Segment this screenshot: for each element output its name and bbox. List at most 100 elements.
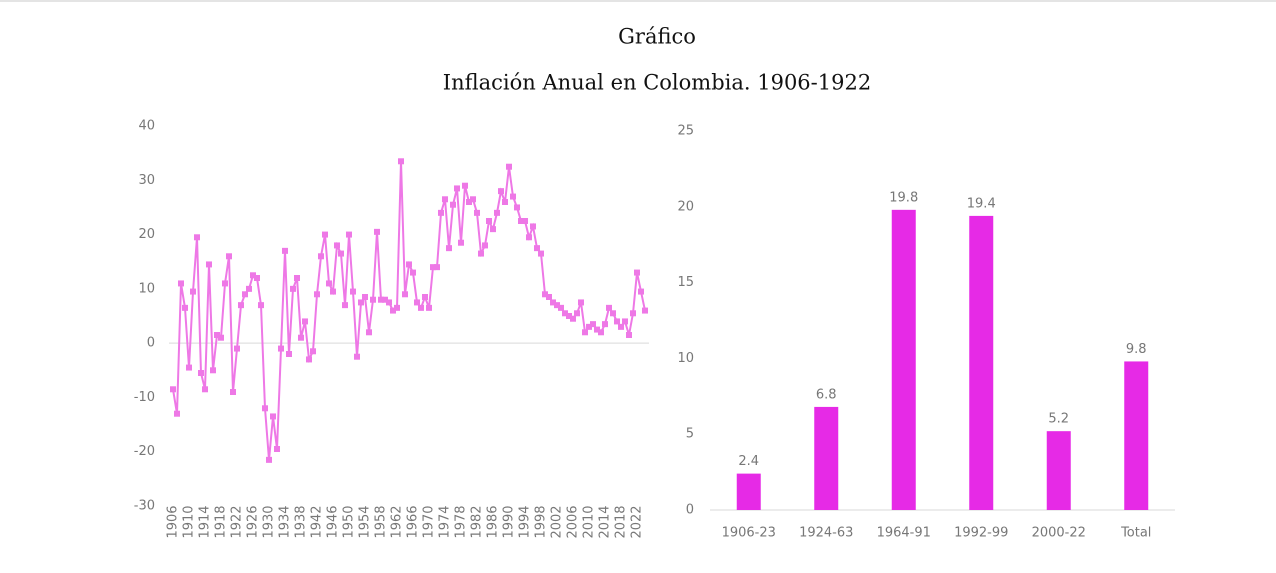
x-tick-label: 1970: [422, 505, 437, 538]
marker: [274, 446, 280, 452]
marker: [522, 218, 528, 224]
data-label: 9.8: [1126, 342, 1147, 357]
marker: [442, 196, 448, 203]
marker: [434, 264, 440, 271]
x-tick-label: 1992-99: [954, 526, 1008, 541]
marker: [210, 367, 216, 374]
marker: [310, 348, 316, 355]
data-label: 19.8: [889, 190, 918, 205]
x-tick-label: 1922: [230, 505, 245, 538]
marker: [622, 318, 628, 325]
marker: [178, 280, 184, 287]
x-tick-label: 1906-23: [722, 526, 776, 541]
x-tick-label: 1966: [406, 505, 421, 538]
marker: [574, 310, 580, 317]
marker: [250, 272, 256, 279]
marker: [554, 302, 560, 309]
x-tick-label: 1910: [182, 505, 197, 538]
x-tick-label: 1918: [214, 505, 229, 538]
marker: [278, 345, 284, 352]
marker: [242, 291, 248, 298]
marker: [198, 370, 204, 376]
marker: [486, 218, 492, 224]
marker: [306, 356, 312, 363]
marker: [526, 234, 532, 241]
marker: [270, 413, 276, 420]
x-tick-label: 2002: [550, 505, 565, 538]
x-tick-label: 1914: [198, 505, 213, 538]
x-tick-label: 1958: [374, 505, 389, 538]
marker: [298, 334, 304, 341]
x-tick-label: 1986: [486, 505, 501, 538]
y-tick-label: 0: [147, 336, 155, 351]
x-tick-label: 1982: [470, 505, 485, 538]
y-tick-label: 30: [138, 173, 155, 188]
marker: [386, 299, 392, 306]
marker: [602, 321, 608, 328]
marker: [362, 294, 368, 300]
marker: [194, 234, 200, 241]
marker: [542, 291, 548, 298]
marker: [358, 299, 364, 306]
marker: [326, 280, 332, 287]
y-tick-label: 5: [686, 427, 694, 442]
marker: [390, 307, 396, 314]
x-tick-label: 1954: [358, 505, 373, 538]
y-tick-label: 15: [677, 275, 694, 290]
marker: [502, 199, 508, 205]
marker: [430, 264, 436, 271]
marker: [514, 204, 520, 211]
x-tick-label: Total: [1120, 526, 1151, 541]
y-tick-label: -20: [134, 444, 155, 459]
marker: [578, 299, 584, 306]
marker: [338, 250, 344, 257]
marker: [546, 294, 552, 300]
x-tick-label: 1934: [278, 505, 293, 538]
marker: [258, 302, 264, 309]
marker: [322, 231, 328, 238]
marker: [366, 329, 372, 336]
bar: [1046, 431, 1071, 510]
marker: [398, 158, 404, 165]
marker: [498, 188, 504, 195]
marker: [346, 231, 352, 238]
marker: [186, 364, 192, 371]
x-tick-label: 2006: [566, 505, 581, 538]
marker: [238, 302, 244, 309]
x-tick-label: 1978: [454, 505, 469, 538]
marker: [590, 321, 596, 328]
x-tick-label: 1962: [390, 505, 405, 538]
marker: [206, 261, 212, 268]
marker: [550, 299, 556, 306]
x-tick-label: 2010: [582, 505, 597, 538]
x-tick-label: 1964-91: [877, 526, 931, 541]
marker: [606, 304, 612, 311]
marker: [414, 299, 420, 306]
title: Gráfico: [618, 25, 696, 49]
marker: [618, 323, 624, 330]
marker: [330, 288, 336, 295]
marker: [510, 193, 516, 200]
y-tick-label: -30: [134, 499, 155, 514]
y-tick-label: -10: [134, 390, 155, 405]
marker: [422, 294, 428, 300]
x-tick-label: 1924-63: [799, 526, 853, 541]
marker: [226, 253, 232, 260]
marker: [374, 228, 380, 235]
marker: [614, 318, 620, 325]
subtitle: Inflación Anual en Colombia. 1906-1922: [443, 71, 871, 95]
marker: [598, 329, 604, 336]
x-tick-label: 1930: [262, 505, 277, 538]
marker: [342, 302, 348, 309]
marker: [406, 261, 412, 268]
data-label: 5.2: [1048, 412, 1069, 427]
x-tick-label: 2018: [614, 505, 629, 538]
marker: [466, 199, 472, 205]
x-tick-label: 1906: [166, 505, 181, 538]
marker: [214, 332, 220, 338]
marker: [286, 351, 292, 357]
marker: [610, 310, 616, 317]
marker: [538, 250, 544, 257]
x-tick-label: 2014: [598, 505, 613, 538]
bar: [814, 406, 839, 510]
